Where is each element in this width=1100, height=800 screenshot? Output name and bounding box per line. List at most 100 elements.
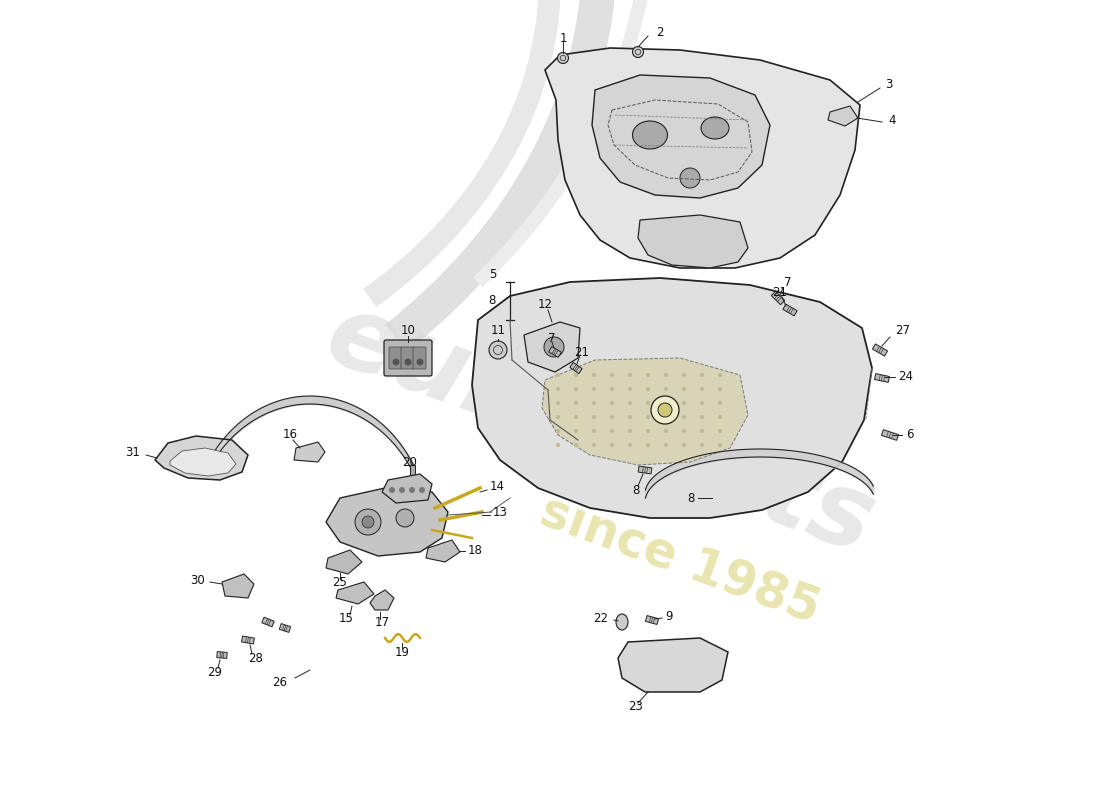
- Text: 5: 5: [488, 269, 496, 282]
- Circle shape: [663, 401, 668, 405]
- Circle shape: [682, 429, 686, 434]
- Circle shape: [609, 373, 614, 378]
- Circle shape: [574, 401, 579, 405]
- Polygon shape: [618, 638, 728, 692]
- Circle shape: [682, 414, 686, 419]
- FancyBboxPatch shape: [402, 347, 414, 369]
- Circle shape: [682, 401, 686, 405]
- Text: 13: 13: [493, 506, 508, 518]
- Polygon shape: [336, 582, 374, 604]
- Circle shape: [663, 387, 668, 391]
- Text: europarts: europarts: [312, 284, 888, 576]
- Polygon shape: [326, 488, 448, 556]
- Text: 26: 26: [273, 675, 287, 689]
- Circle shape: [399, 487, 405, 493]
- Circle shape: [718, 387, 723, 391]
- Circle shape: [700, 401, 704, 405]
- Polygon shape: [370, 590, 394, 610]
- Polygon shape: [874, 374, 890, 382]
- Circle shape: [628, 414, 632, 419]
- FancyBboxPatch shape: [389, 347, 402, 369]
- Circle shape: [646, 401, 650, 405]
- Circle shape: [609, 387, 614, 391]
- Circle shape: [700, 414, 704, 419]
- Circle shape: [393, 358, 399, 366]
- Circle shape: [609, 414, 614, 419]
- Text: 18: 18: [468, 543, 483, 557]
- Ellipse shape: [701, 117, 729, 139]
- Text: 3: 3: [886, 78, 892, 91]
- Circle shape: [628, 429, 632, 434]
- Polygon shape: [771, 291, 784, 305]
- Polygon shape: [262, 617, 274, 627]
- Polygon shape: [382, 474, 432, 503]
- Circle shape: [419, 487, 425, 493]
- Circle shape: [663, 429, 668, 434]
- Polygon shape: [544, 48, 860, 268]
- Circle shape: [592, 401, 596, 405]
- Text: 28: 28: [249, 651, 263, 665]
- Circle shape: [592, 429, 596, 434]
- Circle shape: [574, 443, 579, 447]
- Circle shape: [718, 373, 723, 378]
- Polygon shape: [549, 346, 561, 358]
- Polygon shape: [217, 651, 228, 658]
- Circle shape: [556, 414, 560, 419]
- Circle shape: [718, 401, 723, 405]
- Text: 31: 31: [125, 446, 141, 458]
- Circle shape: [574, 429, 579, 434]
- Circle shape: [592, 414, 596, 419]
- Text: 2: 2: [657, 26, 663, 38]
- Text: 19: 19: [395, 646, 409, 658]
- Text: 7: 7: [784, 275, 792, 289]
- Circle shape: [574, 414, 579, 419]
- Polygon shape: [170, 448, 236, 476]
- Text: 27: 27: [895, 323, 910, 337]
- Ellipse shape: [616, 614, 628, 630]
- Polygon shape: [542, 358, 748, 465]
- Polygon shape: [592, 75, 770, 198]
- Polygon shape: [426, 540, 460, 562]
- Polygon shape: [828, 106, 858, 126]
- Circle shape: [646, 414, 650, 419]
- Polygon shape: [242, 636, 254, 644]
- Polygon shape: [155, 436, 248, 480]
- Text: 22: 22: [593, 611, 608, 625]
- Ellipse shape: [632, 121, 668, 149]
- Circle shape: [663, 414, 668, 419]
- Circle shape: [556, 443, 560, 447]
- Circle shape: [663, 443, 668, 447]
- Text: 17: 17: [374, 615, 389, 629]
- Text: 12: 12: [538, 298, 552, 311]
- FancyBboxPatch shape: [412, 347, 426, 369]
- Circle shape: [628, 443, 632, 447]
- Circle shape: [355, 509, 381, 535]
- Circle shape: [632, 46, 644, 58]
- Circle shape: [405, 358, 411, 366]
- Circle shape: [658, 403, 672, 417]
- Text: 21: 21: [574, 346, 590, 358]
- Circle shape: [680, 168, 700, 188]
- Text: 7: 7: [548, 331, 556, 345]
- Circle shape: [700, 373, 704, 378]
- Circle shape: [556, 401, 560, 405]
- Text: 6: 6: [906, 429, 913, 442]
- Text: 9: 9: [666, 610, 672, 622]
- Text: 10: 10: [400, 325, 416, 338]
- Text: 25: 25: [332, 575, 348, 589]
- Polygon shape: [222, 574, 254, 598]
- Text: 1: 1: [559, 31, 566, 45]
- Circle shape: [409, 487, 415, 493]
- Polygon shape: [326, 550, 362, 574]
- Circle shape: [544, 337, 564, 357]
- Circle shape: [700, 429, 704, 434]
- Polygon shape: [294, 442, 324, 462]
- Circle shape: [592, 443, 596, 447]
- Circle shape: [558, 53, 569, 63]
- Text: since 1985: since 1985: [534, 487, 826, 633]
- Text: 4: 4: [888, 114, 895, 126]
- Circle shape: [592, 387, 596, 391]
- Circle shape: [682, 387, 686, 391]
- Polygon shape: [570, 362, 582, 374]
- Text: 24: 24: [898, 370, 913, 382]
